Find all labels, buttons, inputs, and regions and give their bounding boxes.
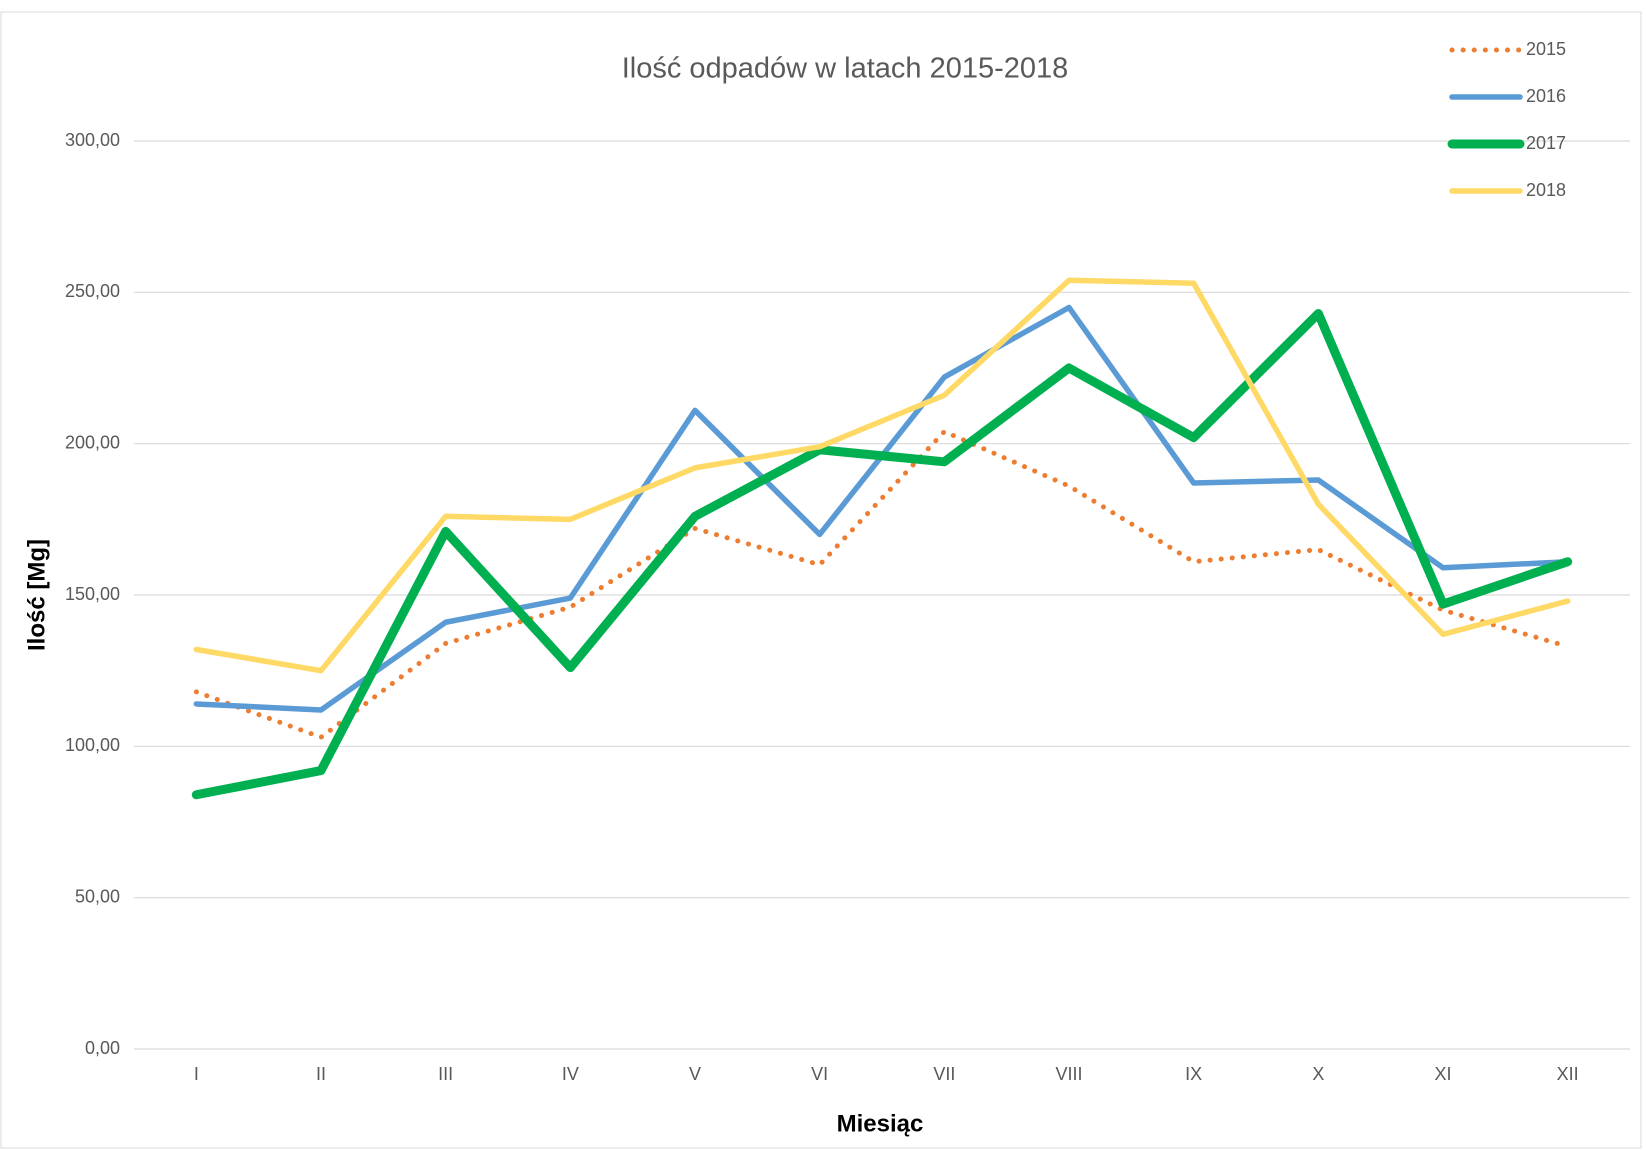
y-tick-label: 50,00 [75, 886, 120, 906]
x-tick-label: X [1312, 1064, 1324, 1084]
x-tick-label: XI [1434, 1064, 1451, 1084]
y-tick-label: 0,00 [85, 1038, 120, 1058]
series-line [193, 277, 1571, 674]
x-tick-label: XII [1557, 1064, 1579, 1084]
legend-label: 2017 [1526, 133, 1566, 153]
x-axis-title: Miesiąc [837, 1110, 924, 1137]
y-tick-label: 250,00 [65, 281, 120, 301]
y-tick-label: 300,00 [65, 130, 120, 150]
legend-label: 2016 [1526, 86, 1566, 106]
x-tick-label: IV [562, 1064, 579, 1084]
y-tick-label: 150,00 [65, 584, 120, 604]
x-tick-label: V [689, 1064, 701, 1084]
x-tick-label: VII [933, 1064, 955, 1084]
y-axis-title: Ilość [Mg] [23, 539, 50, 651]
x-tick-label: I [194, 1064, 199, 1084]
x-tick-label: VI [811, 1064, 828, 1084]
series-line [193, 429, 1571, 740]
series-line [191, 309, 1573, 800]
x-tick-label: II [316, 1064, 326, 1084]
x-tick-label: III [438, 1064, 453, 1084]
chart-border [0, 11, 1642, 1149]
chart-title: Ilość odpadów w latach 2015-2018 [622, 53, 1069, 85]
y-tick-label: 100,00 [65, 735, 120, 755]
x-tick-label: VIII [1055, 1064, 1082, 1084]
legend-label: 2015 [1526, 39, 1566, 59]
y-tick-label: 200,00 [65, 432, 120, 452]
legend-label: 2018 [1526, 180, 1566, 200]
x-tick-label: IX [1185, 1064, 1202, 1084]
